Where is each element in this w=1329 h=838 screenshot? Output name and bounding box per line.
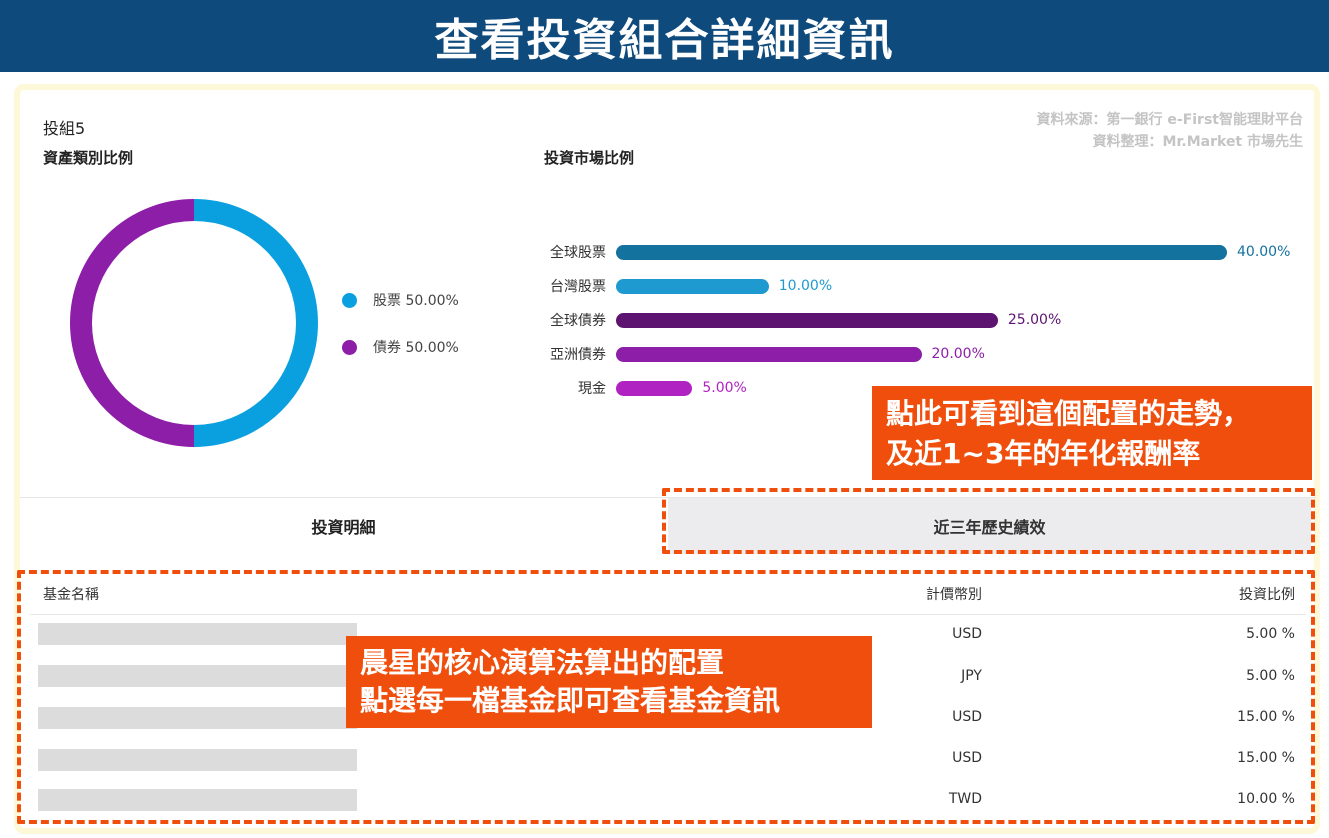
history-callout-line2: 及近1~3年的年化報酬率 (886, 437, 1201, 470)
bar-value-label: 25.00% (1007, 311, 1062, 328)
bar-category-label: 亞洲債券 (550, 347, 606, 363)
bar-value-label: 10.00% (778, 277, 833, 294)
title-banner: 查看投資組合詳細資訊 (0, 0, 1329, 72)
fund-name-redacted[interactable] (38, 749, 357, 771)
bar-value-label: 20.00% (931, 345, 985, 362)
fund-name-redacted[interactable] (38, 665, 357, 687)
bar-track: 25.00% (616, 311, 1246, 328)
header-fund-name: 基金名稱 (43, 587, 99, 603)
bar-row: 全球股票 40.00% (520, 243, 1290, 262)
tab-history-performance[interactable]: 近三年歷史績效 (668, 498, 1311, 554)
bar-row: 全球債券 25.00% (520, 311, 1246, 330)
bar-row: 亞洲債券 20.00% (520, 345, 1246, 364)
funds-callout-line1: 晨星的核心演算法算出的配置 (360, 646, 725, 679)
row-ratio: 15.00 % (1237, 709, 1295, 725)
donut-slice-股票 (193, 199, 318, 447)
row-ratio: 5.00 % (1246, 668, 1295, 684)
asset-class-title: 資產類別比例 (43, 149, 134, 167)
banner-title: 查看投資組合詳細資訊 (434, 15, 895, 66)
bar-category-label: 全球股票 (550, 245, 606, 261)
compiler-note: 資料整理：Mr.Market 市場先生 (1092, 134, 1303, 150)
funds-callout-line2: 點選每一檔基金即可查看基金資訊 (360, 684, 781, 717)
bar-category-label: 全球債券 (550, 313, 606, 329)
source-note: 資料來源：第一銀行 e-First智能理財平台 (1036, 112, 1303, 128)
tab-investment-detail[interactable]: 投資明細 (20, 498, 667, 554)
bar-category-label: 台灣股票 (550, 279, 606, 295)
portfolio-name: 投組5 (43, 119, 86, 138)
bar-value-label: 5.00% (702, 379, 747, 396)
legend-dot-bond (342, 339, 357, 355)
donut-slice-債券 (70, 199, 195, 447)
bar (616, 312, 998, 328)
bar-row: 台灣股票 10.00% (520, 277, 1246, 296)
market-title: 投資市場比例 (544, 149, 635, 167)
bar (616, 380, 693, 396)
fund-name-redacted[interactable] (38, 707, 357, 729)
bar (616, 346, 922, 362)
bar-value-label: 40.00% (1237, 243, 1291, 260)
header-ratio: 投資比例 (1239, 587, 1295, 603)
asset-donut-chart (70, 199, 318, 447)
bar-track: 20.00% (616, 345, 1246, 362)
bar-category-label: 現金 (578, 381, 606, 397)
row-currency: TWD (948, 791, 982, 807)
legend-item-bond: 債券 50.00% (342, 337, 459, 357)
tabs-divider (20, 497, 1316, 498)
row-currency: USD (952, 626, 982, 642)
bar-row: 現金 5.00% (520, 379, 1246, 398)
funds-callout: 晨星的核心演算法算出的配置 點選每一檔基金即可查看基金資訊 (346, 636, 872, 728)
fund-name-redacted[interactable] (38, 623, 357, 645)
legend-label-stock: 股票 50.00% (373, 293, 459, 309)
bar (616, 278, 769, 294)
bar-track: 40.00% (616, 244, 1290, 260)
legend-item-stock: 股票 50.00% (342, 290, 459, 310)
row-currency: USD (952, 750, 982, 766)
row-currency: JPY (961, 668, 982, 684)
row-ratio: 15.00 % (1237, 750, 1295, 766)
header-currency: 計價幣別 (926, 587, 982, 603)
row-currency: USD (952, 709, 982, 725)
history-callout: 點此可看到這個配置的走勢， 及近1~3年的年化報酬率 (872, 386, 1312, 480)
legend-label-bond: 債券 50.00% (373, 340, 459, 356)
row-ratio: 5.00 % (1246, 626, 1295, 642)
row-ratio: 10.00 % (1237, 791, 1295, 807)
bar-track: 10.00% (616, 277, 1246, 294)
legend-dot-stock (342, 292, 357, 308)
header-divider (30, 614, 1306, 615)
bar (616, 244, 1227, 260)
bar-track: 5.00% (616, 379, 1246, 396)
history-callout-line1: 點此可看到這個配置的走勢， (886, 397, 1251, 430)
fund-name-redacted[interactable] (38, 789, 357, 811)
